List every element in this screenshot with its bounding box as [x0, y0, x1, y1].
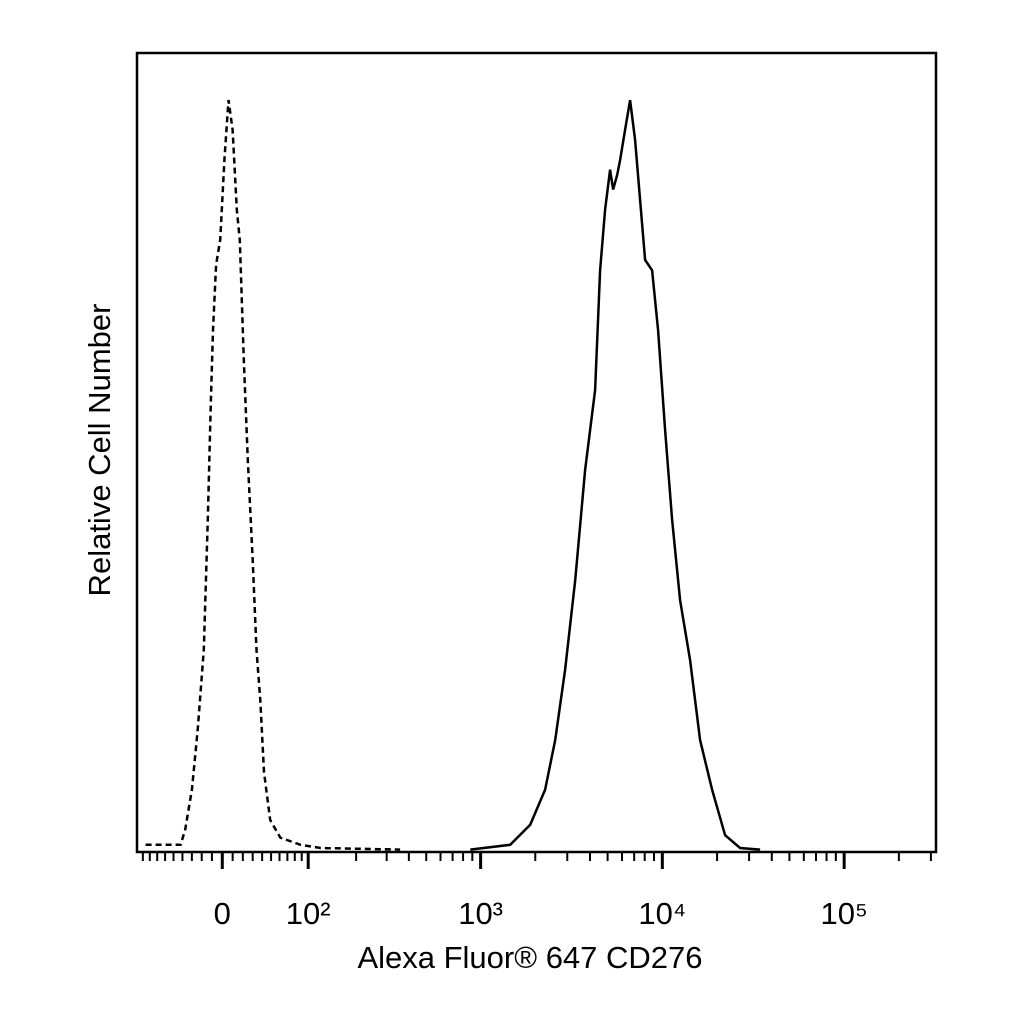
histogram-line: [145, 99, 401, 851]
x-tick-label: 10⁴: [638, 896, 686, 931]
x-tick-label: 0: [214, 896, 231, 931]
x-axis-label: Alexa Fluor® 647 CD276: [357, 940, 702, 975]
x-tick-label: 10⁵: [820, 896, 867, 931]
x-tick-label: 10²: [286, 896, 331, 931]
y-axis-label: Relative Cell Number: [82, 304, 117, 597]
histogram-line: [470, 99, 761, 851]
plot-frame: [135, 51, 938, 854]
x-tick-label: 10³: [458, 896, 503, 931]
